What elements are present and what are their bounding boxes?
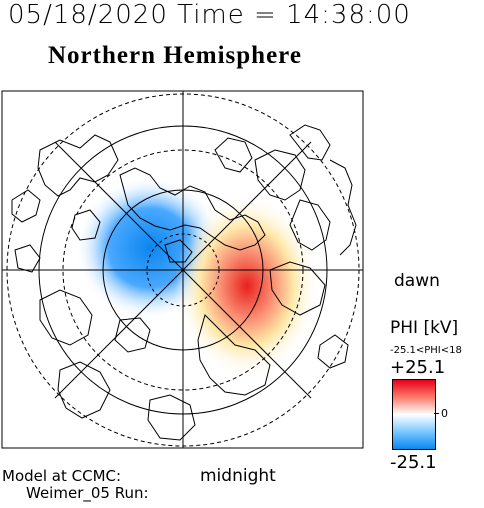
colorbar-quantity-label: PHI [kV] [390,318,459,338]
run-label: Weimer_05 Run: [26,484,149,502]
colorbar-max-label: +25.1 [390,357,446,378]
midnight-label: midnight [200,466,276,486]
colorbar-zero-tick [434,413,439,414]
positive-potential-cell [175,194,319,378]
date-time-header: 05/18/2020 Time = 14:38:00 [8,0,411,30]
model-label: Model at CCMC: [2,467,122,485]
plot-title: Northern Hemisphere [48,42,302,69]
coastlines [11,124,357,441]
colorbar [392,379,436,450]
colorbar-zero-label: 0 [441,407,448,420]
colorbar-min-label: -25.1 [390,452,437,473]
colorbar-range-label: -25.1<PHI<18 [390,345,462,356]
meridian-lines [2,91,363,448]
dawn-label: dawn [394,271,440,291]
